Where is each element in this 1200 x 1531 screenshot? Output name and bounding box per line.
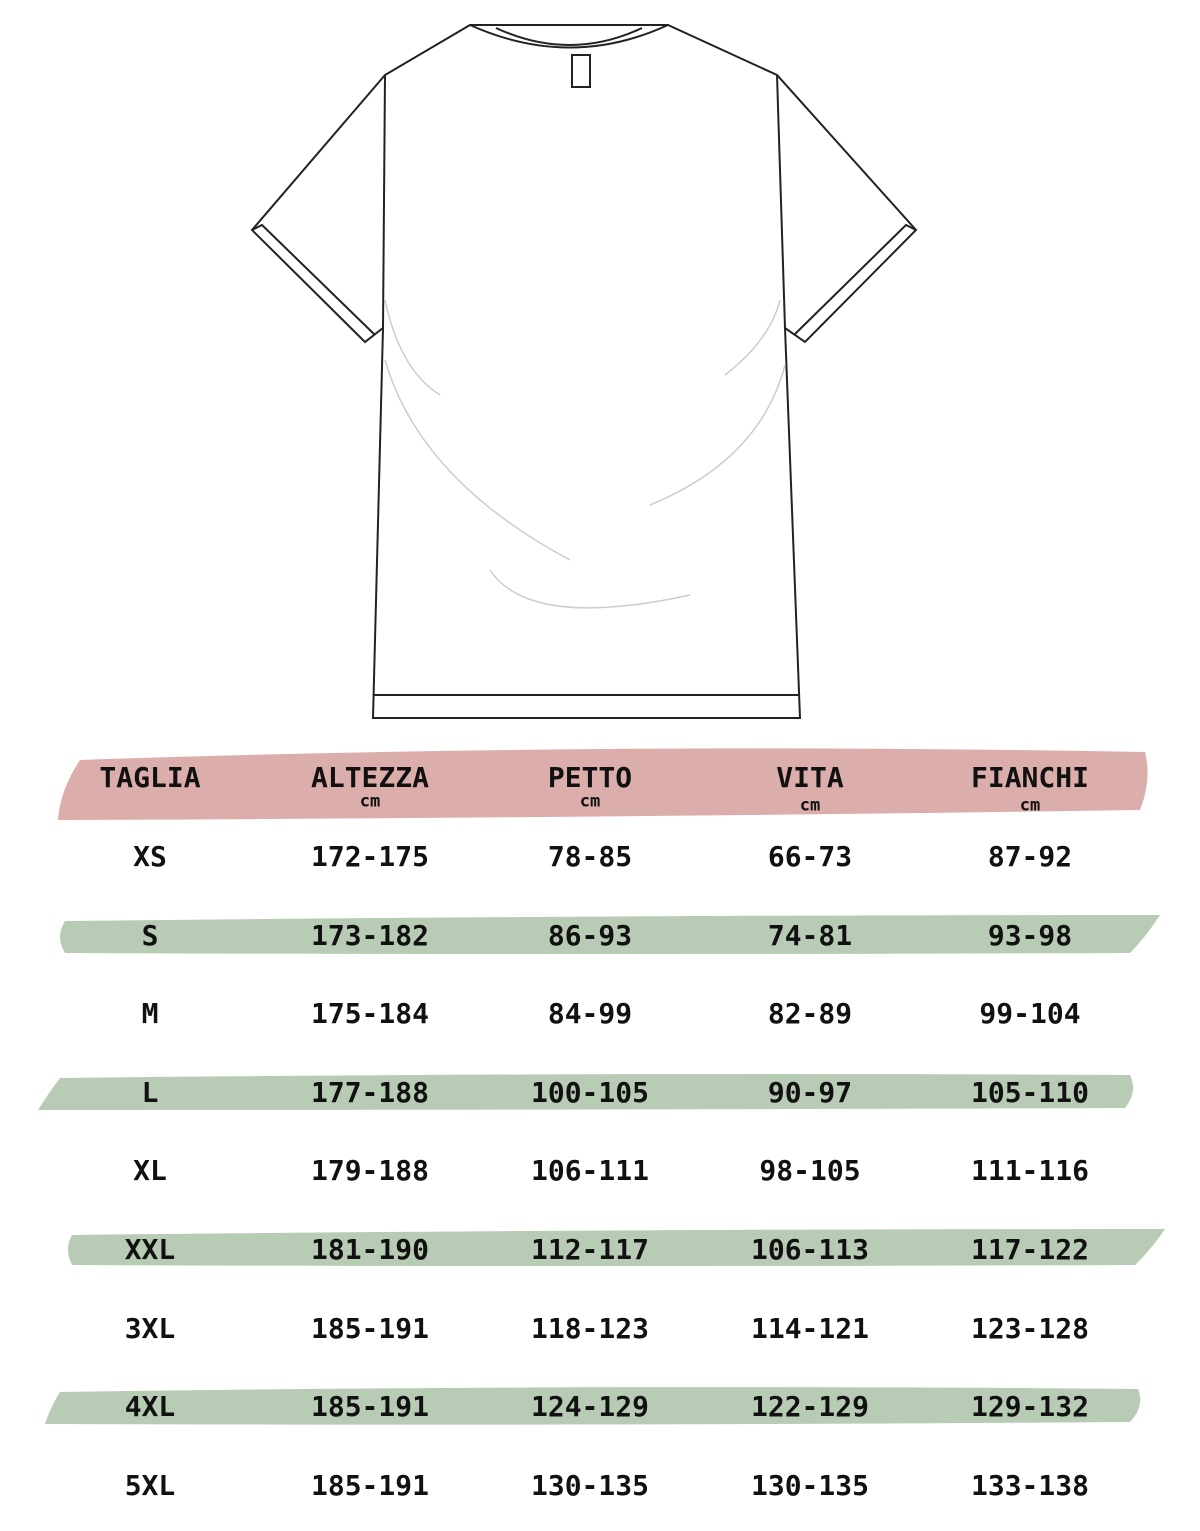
- t-shirt-illustration: [250, 24, 918, 719]
- size-value: 185-191: [310, 1311, 429, 1345]
- size-value: 172-175: [310, 840, 429, 873]
- size-label: XS: [133, 840, 167, 873]
- size-value: 74-81: [767, 918, 853, 952]
- size-value: 122-129: [750, 1390, 869, 1424]
- size-value: 105-110: [970, 1075, 1089, 1109]
- size-label: 3XL: [124, 1311, 176, 1345]
- column-header: VITA: [776, 761, 844, 794]
- row-highlight-band: [45, 1387, 1141, 1425]
- column-header: PETTO: [547, 761, 633, 794]
- size-label: L: [141, 1075, 159, 1109]
- size-label: XL: [133, 1154, 167, 1188]
- size-label: 4XL: [124, 1390, 176, 1424]
- size-value: 86-93: [547, 918, 633, 952]
- size-value: 114-121: [750, 1311, 869, 1345]
- size-value: 185-191: [310, 1468, 429, 1502]
- column-header: FIANCHI: [970, 761, 1089, 794]
- size-label: 5XL: [124, 1468, 176, 1502]
- size-value: 118-123: [530, 1311, 649, 1345]
- size-value: 129-132: [970, 1390, 1089, 1424]
- size-value: 87-92: [987, 840, 1073, 873]
- row-highlight-band: [38, 1073, 1134, 1110]
- size-value: 112-117: [530, 1233, 649, 1266]
- size-value: 100-105: [530, 1075, 649, 1109]
- size-value: 106-111: [530, 1154, 649, 1188]
- size-value: 130-135: [750, 1468, 869, 1502]
- row-highlight-band: [60, 914, 1160, 954]
- size-value: 123-128: [970, 1311, 1089, 1345]
- column-header: TAGLIA: [99, 761, 201, 794]
- size-value: 66-73: [767, 840, 853, 873]
- header-band: [58, 748, 1148, 820]
- size-value: 106-113: [750, 1233, 869, 1266]
- size-value: 99-104: [979, 997, 1081, 1031]
- column-unit: cm: [1019, 795, 1041, 816]
- size-value: 82-89: [767, 997, 853, 1031]
- size-label: S: [141, 918, 159, 952]
- row-highlight-band: [68, 1229, 1165, 1266]
- column-unit: cm: [799, 795, 821, 816]
- size-value: 175-184: [310, 997, 429, 1031]
- size-value: 78-85: [547, 840, 633, 873]
- size-label: XXL: [124, 1233, 176, 1266]
- size-value: 111-116: [970, 1154, 1089, 1188]
- column-unit: cm: [579, 791, 601, 812]
- size-value: 93-98: [987, 918, 1073, 952]
- size-value: 173-182: [310, 918, 429, 952]
- size-value: 133-138: [970, 1468, 1089, 1502]
- size-value: 185-191: [310, 1390, 429, 1424]
- column-unit: cm: [359, 791, 381, 812]
- size-label: M: [141, 997, 159, 1031]
- size-value: 117-122: [970, 1233, 1089, 1266]
- size-value: 124-129: [530, 1390, 649, 1424]
- column-header: ALTEZZA: [310, 761, 429, 794]
- size-value: 90-97: [767, 1075, 853, 1109]
- size-value: 84-99: [547, 997, 633, 1031]
- size-value: 179-188: [310, 1154, 429, 1188]
- size-value: 181-190: [310, 1233, 429, 1266]
- size-value: 130-135: [530, 1468, 649, 1502]
- size-value: 177-188: [310, 1075, 429, 1109]
- size-value: 98-105: [759, 1154, 861, 1188]
